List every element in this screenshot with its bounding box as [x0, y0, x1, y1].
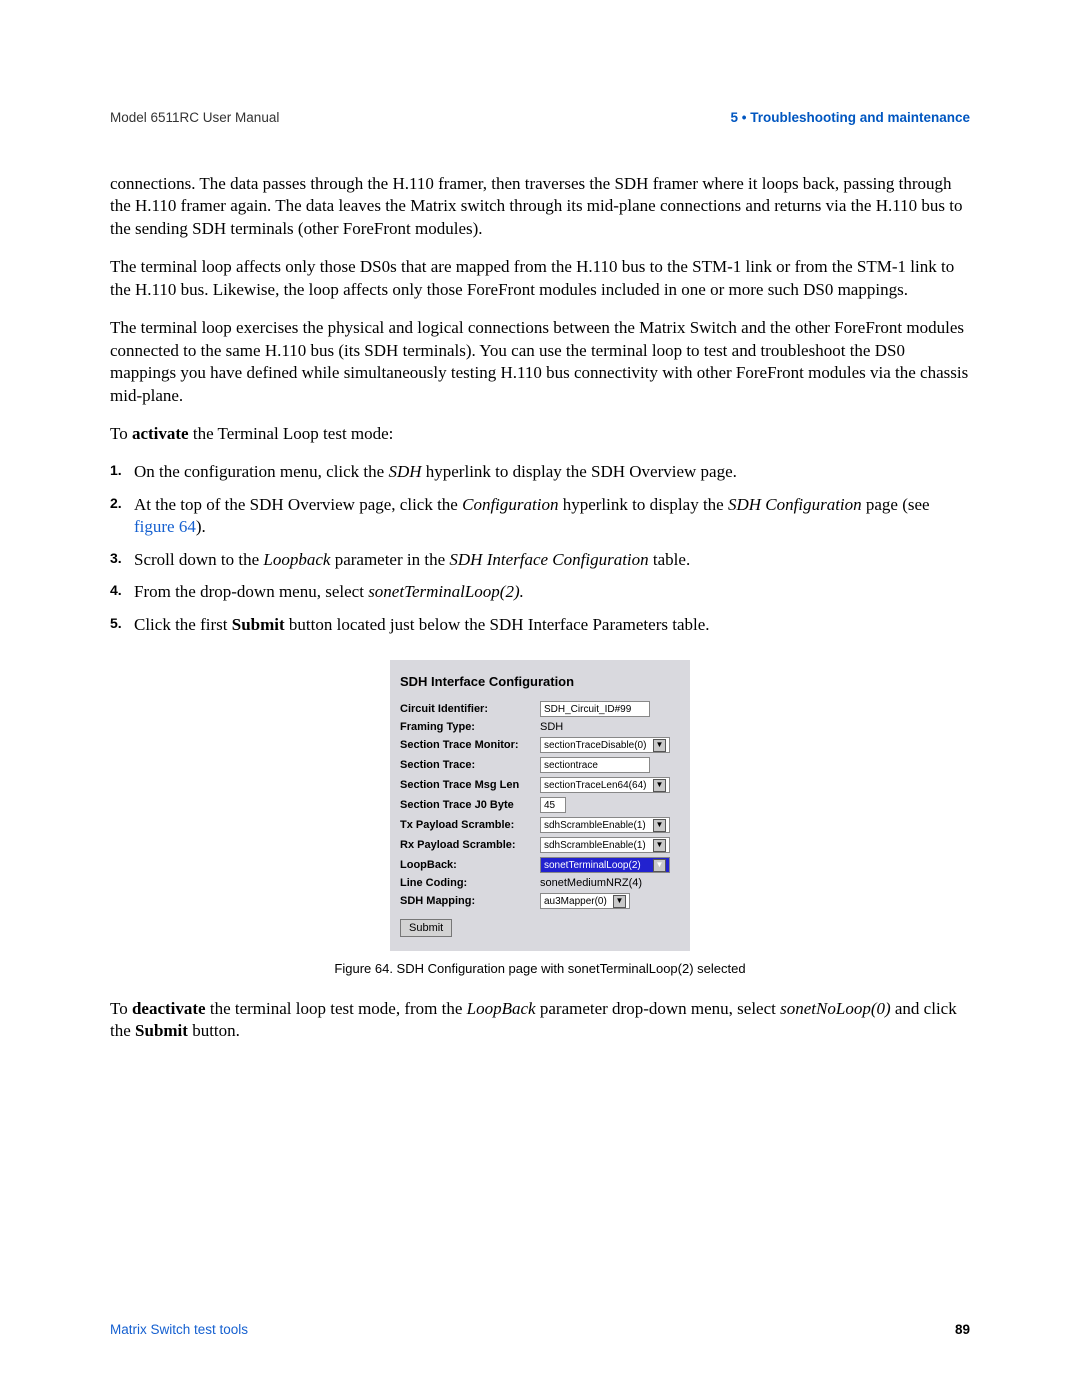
body-content: connections. The data passes through the… — [110, 173, 970, 1043]
figure-link[interactable]: figure 64 — [134, 517, 196, 536]
loopback-select[interactable]: sonetTerminalLoop(2)▼ — [540, 857, 670, 873]
row-sec-trace: Section Trace: sectiontrace — [400, 757, 680, 773]
row-tx-scramble: Tx Payload Scramble: sdhScrambleEnable(1… — [400, 817, 680, 833]
sec-trace-input[interactable]: sectiontrace — [540, 757, 650, 773]
page-header: Model 6511RC User Manual 5 • Troubleshoo… — [110, 110, 970, 125]
row-line-coding: Line Coding: sonetMediumNRZ(4) — [400, 877, 680, 889]
footer-page-number: 89 — [955, 1322, 970, 1337]
figure-64: SDH Interface Configuration Circuit Iden… — [110, 660, 970, 951]
row-circuit-id: Circuit Identifier: SDH_Circuit_ID#99 — [400, 701, 680, 717]
row-framing: Framing Type: SDH — [400, 721, 680, 733]
deactivate-line: To deactivate the terminal loop test mod… — [110, 998, 970, 1043]
activate-line: To activate the Terminal Loop test mode: — [110, 423, 970, 445]
chevron-down-icon: ▼ — [653, 819, 666, 832]
para-1: connections. The data passes through the… — [110, 173, 970, 240]
row-sdh-mapping: SDH Mapping: au3Mapper(0)▼ — [400, 893, 680, 909]
rx-scramble-select[interactable]: sdhScrambleEnable(1)▼ — [540, 837, 670, 853]
step-1: 1. On the configuration menu, click the … — [134, 461, 970, 483]
row-sec-trace-j0: Section Trace J0 Byte 45 — [400, 797, 680, 813]
para-2: The terminal loop affects only those DS0… — [110, 256, 970, 301]
steps-list: 1. On the configuration menu, click the … — [110, 461, 970, 636]
row-sec-trace-msg: Section Trace Msg Len sectionTraceLen64(… — [400, 777, 680, 793]
sdh-config-panel: SDH Interface Configuration Circuit Iden… — [390, 660, 690, 951]
para-3: The terminal loop exercises the physical… — [110, 317, 970, 407]
chevron-down-icon: ▼ — [653, 839, 666, 852]
header-right: 5 • Troubleshooting and maintenance — [730, 110, 970, 125]
sdh-mapping-select[interactable]: au3Mapper(0)▼ — [540, 893, 630, 909]
circuit-id-input[interactable]: SDH_Circuit_ID#99 — [540, 701, 650, 717]
chevron-down-icon: ▼ — [613, 895, 626, 908]
page-footer: Matrix Switch test tools 89 — [110, 1322, 970, 1337]
figure-caption: Figure 64. SDH Configuration page with s… — [110, 961, 970, 976]
sec-trace-msg-select[interactable]: sectionTraceLen64(64)▼ — [540, 777, 670, 793]
chevron-down-icon: ▼ — [653, 859, 666, 872]
tx-scramble-select[interactable]: sdhScrambleEnable(1)▼ — [540, 817, 670, 833]
chevron-down-icon: ▼ — [653, 739, 666, 752]
chevron-down-icon: ▼ — [653, 779, 666, 792]
submit-button[interactable]: Submit — [400, 919, 452, 937]
row-sec-trace-mon: Section Trace Monitor: sectionTraceDisab… — [400, 737, 680, 753]
footer-left: Matrix Switch test tools — [110, 1322, 248, 1337]
step-4: 4. From the drop-down menu, select sonet… — [134, 581, 970, 603]
sdh-panel-title: SDH Interface Configuration — [400, 674, 680, 689]
sec-trace-mon-select[interactable]: sectionTraceDisable(0)▼ — [540, 737, 670, 753]
sec-trace-j0-input[interactable]: 45 — [540, 797, 566, 813]
step-3: 3. Scroll down to the Loopback parameter… — [134, 549, 970, 571]
step-2: 2. At the top of the SDH Overview page, … — [134, 494, 970, 539]
step-5: 5. Click the first Submit button located… — [134, 614, 970, 636]
row-loopback: LoopBack: sonetTerminalLoop(2)▼ — [400, 857, 680, 873]
header-left: Model 6511RC User Manual — [110, 110, 279, 125]
row-rx-scramble: Rx Payload Scramble: sdhScrambleEnable(1… — [400, 837, 680, 853]
